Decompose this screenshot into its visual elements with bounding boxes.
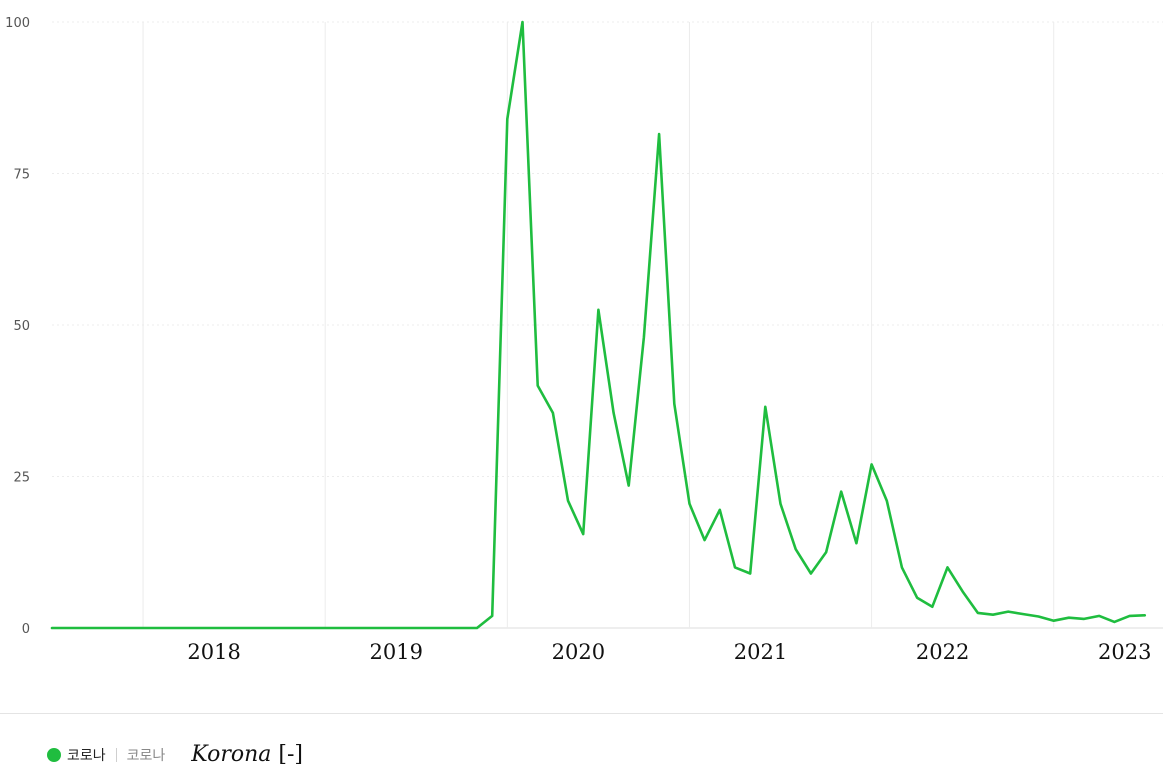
y-axis-ticks: 0 25 50 75 100 bbox=[5, 16, 30, 637]
chart-grid bbox=[52, 21, 1163, 629]
chart-series bbox=[50, 20, 1147, 630]
x-tick-label: 2019 bbox=[370, 640, 423, 664]
legend-annotation-suffix: [-] bbox=[271, 742, 304, 767]
x-tick-label: 2018 bbox=[187, 640, 240, 664]
legend-annotation-italic: Korona bbox=[191, 742, 272, 767]
x-axis-ticks: 2018 2019 2020 2021 2022 2023 bbox=[187, 640, 1151, 664]
legend-annotation: Korona [-] bbox=[191, 742, 303, 767]
legend: 코로나 코로나 Korona [-] bbox=[0, 713, 1163, 770]
x-tick-label: 2021 bbox=[734, 640, 787, 664]
legend-separator bbox=[115, 747, 117, 762]
x-tick-label: 2023 bbox=[1098, 640, 1151, 664]
legend-row: 코로나 코로나 Korona [-] bbox=[47, 742, 303, 767]
y-tick-label: 25 bbox=[13, 471, 30, 486]
y-tick-label: 50 bbox=[13, 319, 30, 334]
x-tick-label: 2020 bbox=[552, 640, 605, 664]
x-tick-label: 2022 bbox=[916, 640, 969, 664]
series-line bbox=[50, 20, 1147, 630]
legend-keyword: 코로나 bbox=[126, 747, 166, 764]
y-tick-label: 0 bbox=[22, 622, 30, 637]
legend-series-name[interactable]: 코로나 bbox=[67, 747, 106, 764]
series-color-dot bbox=[47, 747, 61, 762]
y-tick-label: 100 bbox=[5, 16, 30, 31]
line-chart: 0 25 50 75 100 2018 2019 2020 2021 2022 2023 bbox=[5, 16, 1163, 664]
y-tick-label: 75 bbox=[13, 168, 30, 183]
